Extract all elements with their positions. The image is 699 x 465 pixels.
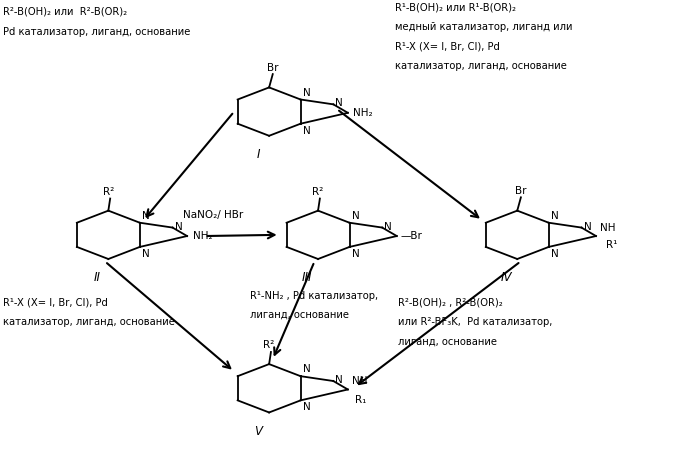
Text: N: N — [336, 99, 343, 108]
Text: R²: R² — [264, 340, 275, 350]
Text: N: N — [142, 249, 150, 259]
Text: N: N — [303, 87, 310, 98]
Text: NH: NH — [600, 223, 616, 233]
Text: N: N — [584, 222, 591, 232]
Text: NH₂: NH₂ — [193, 231, 212, 241]
Text: Pd катализатор, лиганд, основание: Pd катализатор, лиганд, основание — [3, 27, 191, 37]
Text: R¹-NH₂ , Pd катализатор,: R¹-NH₂ , Pd катализатор, — [250, 291, 378, 301]
Text: N: N — [352, 211, 359, 221]
Text: Br: Br — [515, 186, 526, 196]
Text: R¹: R¹ — [606, 240, 617, 250]
Text: NaNO₂/ HBr: NaNO₂/ HBr — [183, 210, 243, 220]
Text: IV: IV — [500, 271, 512, 284]
Text: N: N — [384, 222, 392, 232]
Text: N: N — [175, 222, 182, 232]
Text: N: N — [142, 211, 150, 221]
Text: лиганд, основание: лиганд, основание — [398, 337, 498, 347]
Text: медный катализатор, лиганд или: медный катализатор, лиганд или — [395, 22, 572, 32]
Text: II: II — [94, 271, 101, 284]
Text: NH₂: NH₂ — [354, 108, 373, 118]
Text: N: N — [551, 211, 559, 221]
Text: NH: NH — [352, 376, 368, 386]
Text: Br: Br — [267, 63, 278, 73]
Text: R²: R² — [312, 187, 324, 197]
Text: V: V — [254, 425, 262, 438]
Text: N: N — [303, 126, 310, 136]
Text: N: N — [336, 375, 343, 385]
Text: —Br: —Br — [401, 231, 423, 241]
Text: I: I — [257, 148, 260, 161]
Text: R₁: R₁ — [355, 395, 366, 405]
Text: R²-B(OH)₂ , R²-B(OR)₂: R²-B(OH)₂ , R²-B(OR)₂ — [398, 298, 503, 308]
Text: лиганд, основание: лиганд, основание — [250, 310, 350, 320]
Text: катализатор, лиганд, основание: катализатор, лиганд, основание — [395, 61, 567, 71]
Text: III: III — [302, 271, 312, 284]
Text: N: N — [303, 402, 310, 412]
Text: N: N — [352, 249, 359, 259]
Text: R¹-B(OH)₂ или R¹-B(OR)₂: R¹-B(OH)₂ или R¹-B(OR)₂ — [395, 2, 516, 13]
Text: R²: R² — [103, 187, 114, 197]
Text: R¹-X (X= I, Br, Cl), Pd: R¹-X (X= I, Br, Cl), Pd — [395, 41, 500, 52]
Text: или R²-BF₃K,  Pd катализатор,: или R²-BF₃K, Pd катализатор, — [398, 317, 553, 327]
Text: R²-B(OH)₂ или  R²-B(OR)₂: R²-B(OH)₂ или R²-B(OR)₂ — [3, 7, 128, 17]
Text: N: N — [303, 364, 310, 374]
Text: катализатор, лиганд, основание: катализатор, лиганд, основание — [3, 317, 175, 327]
Text: R¹-X (X= I, Br, Cl), Pd: R¹-X (X= I, Br, Cl), Pd — [3, 298, 108, 308]
Text: N: N — [551, 249, 559, 259]
